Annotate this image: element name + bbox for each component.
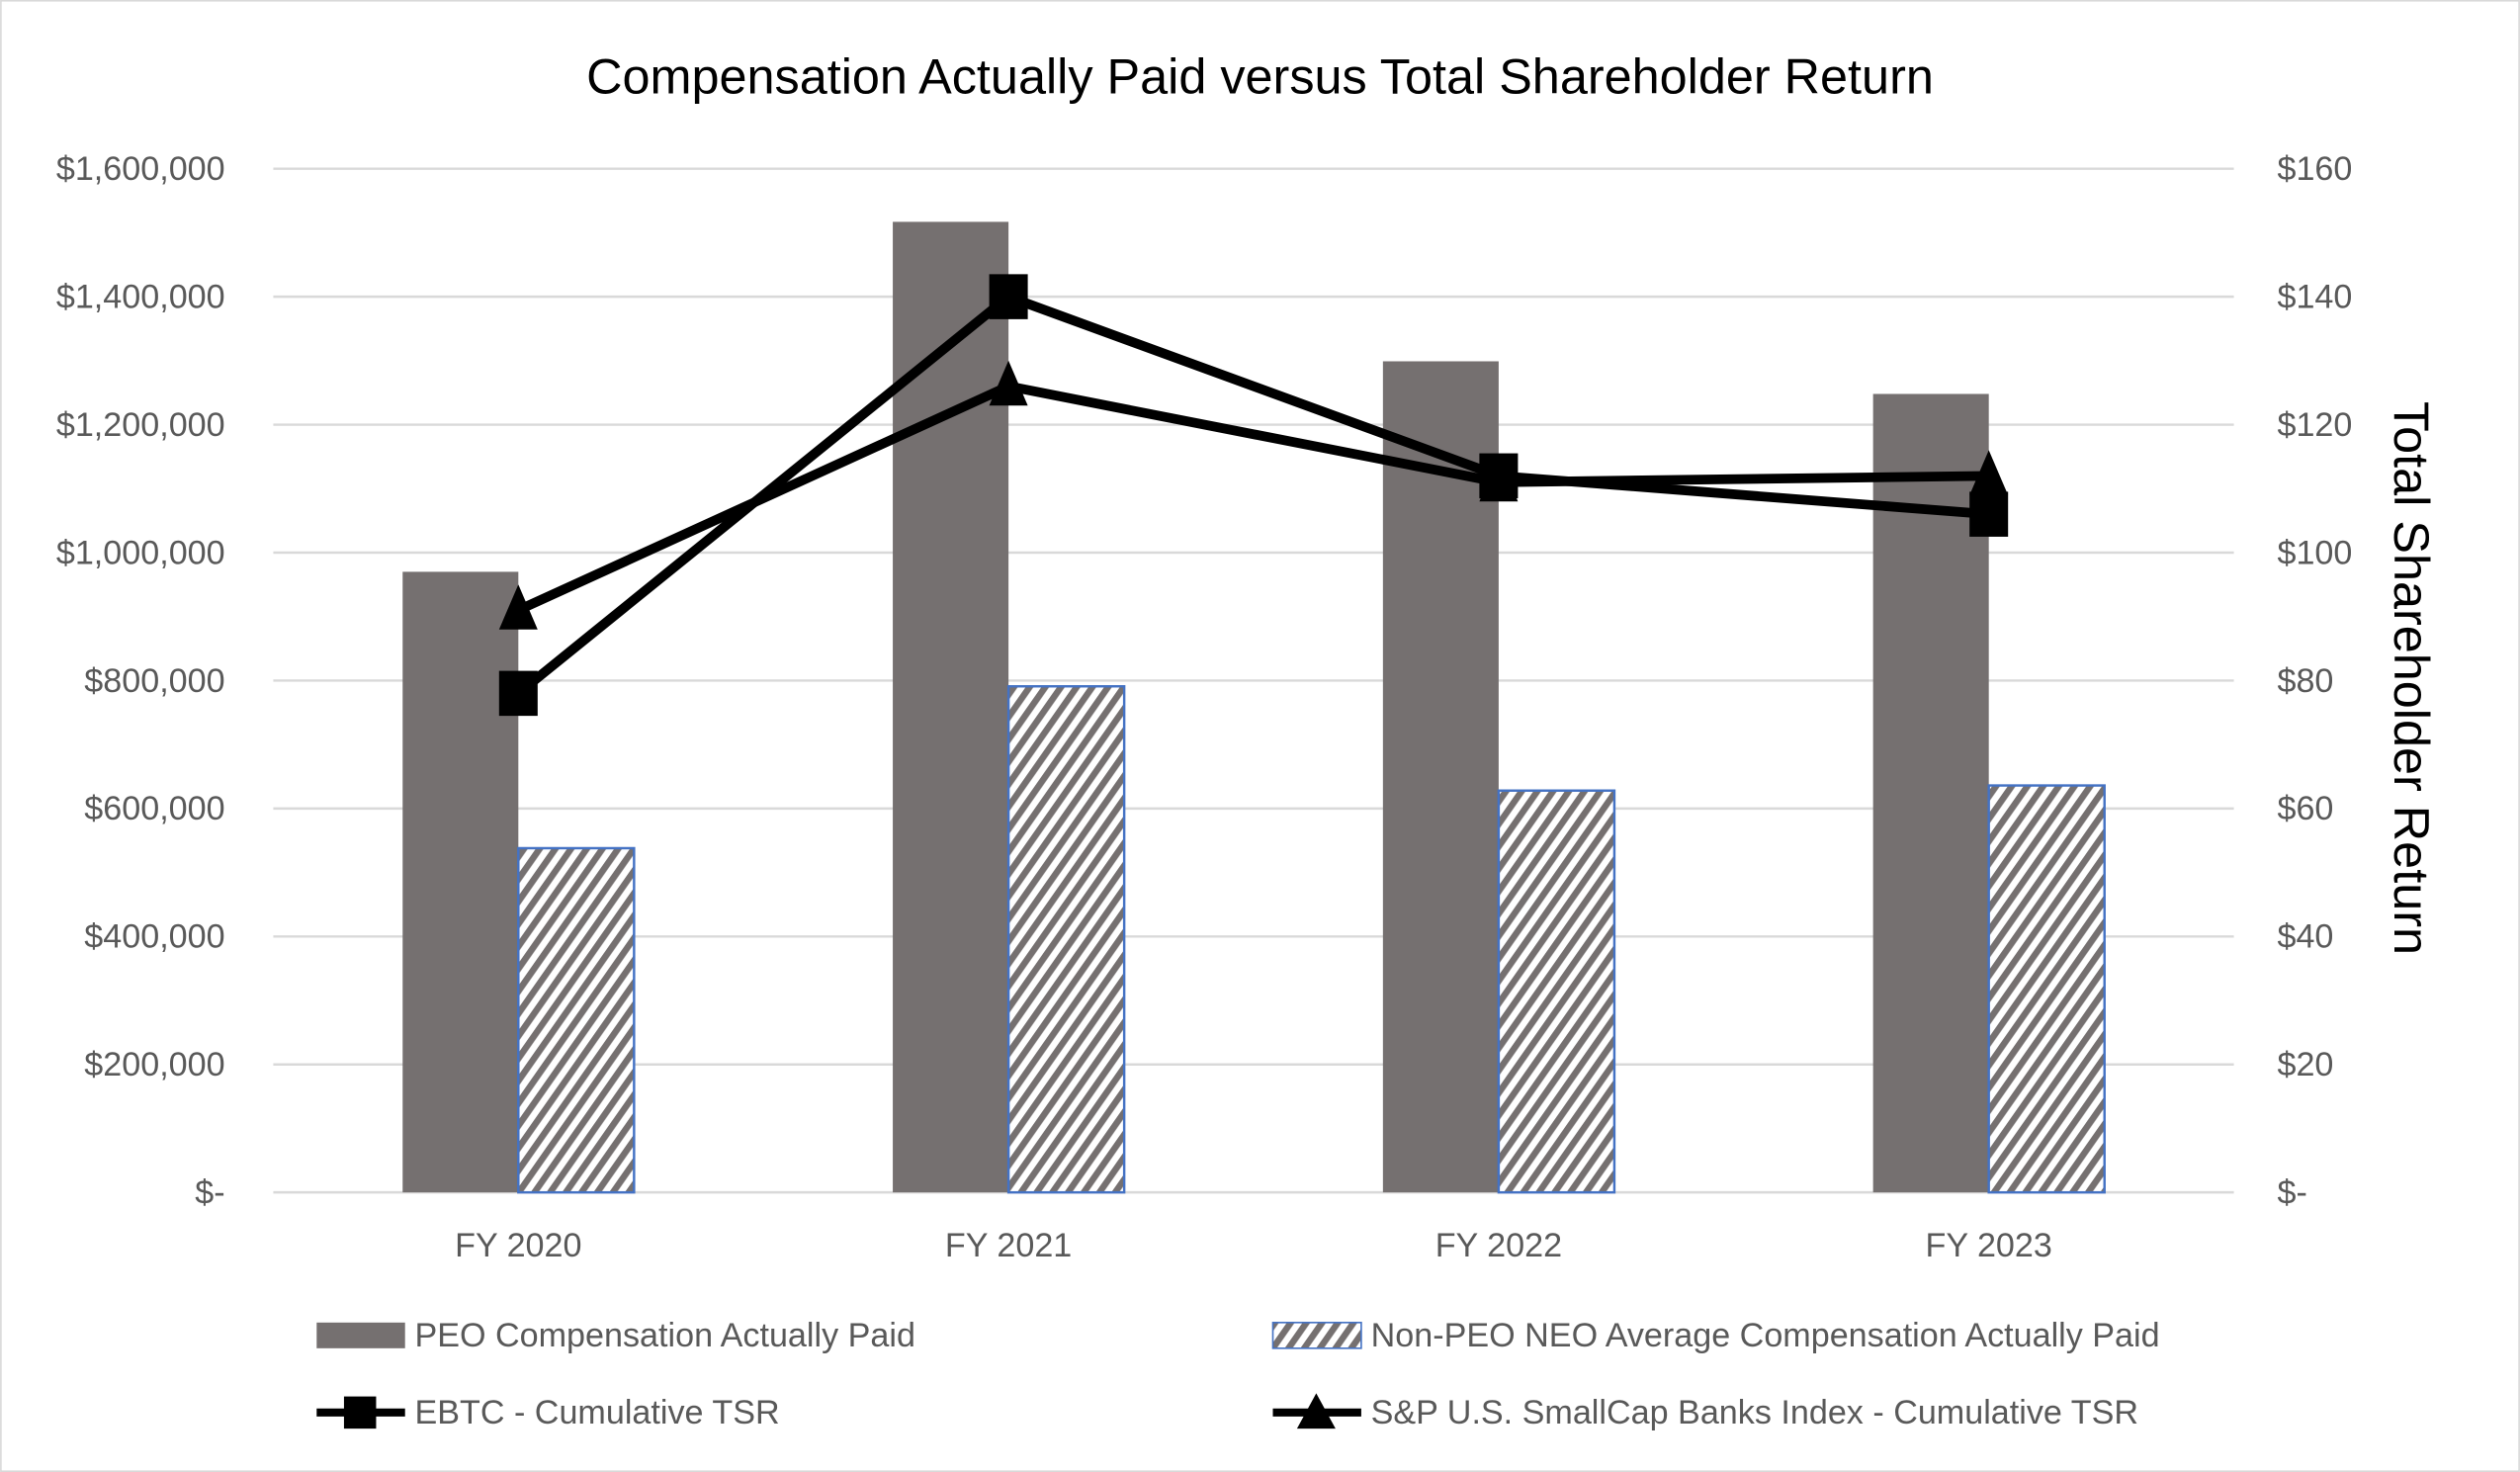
left-tick-label: $200,000 xyxy=(84,1046,224,1083)
bars xyxy=(402,221,2106,1194)
marker-square-ebtc xyxy=(1969,491,2009,537)
right-tick-label: $40 xyxy=(2277,918,2333,956)
x-tick-label: FY 2021 xyxy=(945,1227,1072,1264)
left-tick-label: $400,000 xyxy=(84,918,224,956)
legend: PEO Compensation Actually Paid Non-PEO N… xyxy=(316,1317,2160,1431)
left-tick-label: $1,600,000 xyxy=(56,150,225,188)
x-tick-label: FY 2022 xyxy=(1435,1227,1562,1264)
left-tick-label: $1,200,000 xyxy=(56,406,225,444)
left-tick-label: $- xyxy=(195,1174,224,1212)
legend-swatch-non-peo xyxy=(1271,1322,1362,1349)
marker-triangle-sp xyxy=(498,584,538,630)
bar-peo xyxy=(402,571,519,1193)
left-axis-ticks: $- $200,000 $400,000 $600,000 $800,000 $1,000… xyxy=(56,150,225,1211)
left-tick-label: $800,000 xyxy=(84,662,224,700)
legend-item-sp[interactable]: S&P U.S. SmallCap Banks Index - Cumulati… xyxy=(1272,1393,2139,1431)
right-axis-title: Total Shareholder Return xyxy=(2384,401,2440,955)
right-tick-label: $- xyxy=(2277,1174,2306,1212)
legend-swatch-peo xyxy=(316,1322,405,1348)
right-tick-label: $140 xyxy=(2277,278,2352,315)
x-tick-label: FY 2023 xyxy=(1925,1227,2051,1264)
right-tick-label: $80 xyxy=(2277,662,2333,700)
right-tick-label: $20 xyxy=(2277,1046,2333,1083)
legend-label-peo: PEO Compensation Actually Paid xyxy=(414,1317,914,1354)
left-tick-label: $1,000,000 xyxy=(56,534,225,571)
legend-label-sp: S&P U.S. SmallCap Banks Index - Cumulati… xyxy=(1371,1394,2138,1431)
legend-item-ebtc[interactable]: EBTC - Cumulative TSR xyxy=(316,1394,780,1431)
legend-item-non-peo[interactable]: Non-PEO NEO Average Compensation Actuall… xyxy=(1271,1317,2160,1354)
lines xyxy=(498,274,2009,717)
legend-label-non-peo: Non-PEO NEO Average Compensation Actuall… xyxy=(1371,1317,2160,1354)
bar-non-peo xyxy=(1006,685,1126,1194)
x-axis-ticks: FY 2020 FY 2021 FY 2022 FY 2023 xyxy=(455,1227,2052,1264)
marker-triangle-sp xyxy=(989,360,1028,406)
left-tick-label: $1,400,000 xyxy=(56,278,225,315)
marker-square-ebtc xyxy=(498,670,538,717)
x-tick-label: FY 2020 xyxy=(455,1227,581,1264)
legend-marker-square xyxy=(343,1396,377,1429)
bar-non-peo xyxy=(1987,784,2106,1194)
left-tick-label: $600,000 xyxy=(84,790,224,827)
right-tick-label: $120 xyxy=(2277,406,2352,444)
marker-square-ebtc xyxy=(989,274,1028,319)
bar-peo xyxy=(1382,361,1499,1193)
right-tick-label: $100 xyxy=(2277,534,2352,571)
bar-non-peo xyxy=(517,846,636,1194)
right-axis-ticks: $- $20 $40 $60 $80 $100 $120 $140 $160 xyxy=(2277,150,2352,1211)
marker-triangle-sp xyxy=(1479,456,1519,502)
legend-label-ebtc: EBTC - Cumulative TSR xyxy=(414,1394,779,1431)
marker-triangle-sp xyxy=(1969,450,2009,495)
bar-peo xyxy=(893,221,1009,1193)
legend-marker-triangle xyxy=(1296,1393,1336,1429)
bar-non-peo xyxy=(1497,789,1616,1194)
right-tick-label: $160 xyxy=(2277,150,2352,188)
line-sp xyxy=(516,381,1989,615)
chart-title: Compensation Actually Paid versus Total … xyxy=(586,47,1934,104)
legend-item-peo[interactable]: PEO Compensation Actually Paid xyxy=(316,1317,915,1354)
right-tick-label: $60 xyxy=(2277,790,2333,827)
